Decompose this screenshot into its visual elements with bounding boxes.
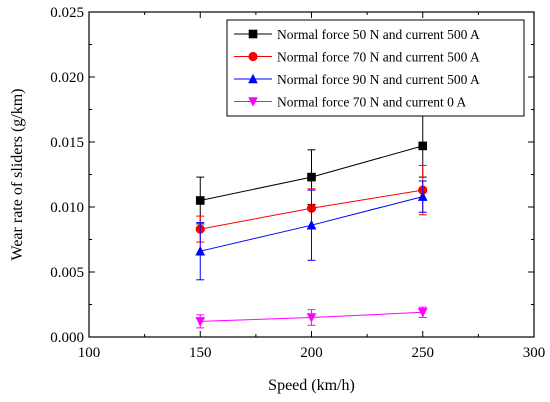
series-1 bbox=[195, 114, 428, 225]
legend-item: Normal force 70 N and current 500 A bbox=[234, 50, 480, 65]
data-point bbox=[195, 317, 206, 327]
legend-marker bbox=[248, 73, 258, 84]
legend-marker bbox=[248, 51, 258, 62]
data-point bbox=[306, 219, 317, 230]
x-tick-label: 150 bbox=[189, 345, 212, 361]
legend: Normal force 50 N and current 500 A Norma… bbox=[226, 19, 525, 117]
series-4 bbox=[195, 306, 428, 329]
legend-marker bbox=[248, 97, 258, 107]
legend-label: Normal force 70 N and current 0 A bbox=[277, 95, 467, 110]
y-tick-label: 0.015 bbox=[50, 135, 84, 151]
legend-box bbox=[226, 19, 525, 117]
y-tick-label: 0.000 bbox=[50, 330, 84, 346]
legend-label: Normal force 50 N and current 500 A bbox=[277, 27, 480, 42]
legend-label: Normal force 90 N and current 500 A bbox=[277, 72, 480, 87]
data-point bbox=[195, 245, 206, 256]
data-point bbox=[418, 141, 428, 151]
x-tick-label: 200 bbox=[300, 345, 323, 361]
x-tick-label: 300 bbox=[523, 345, 546, 361]
data-point bbox=[195, 196, 205, 205]
series-layer bbox=[195, 114, 428, 329]
legend-label: Normal force 70 N and current 500 A bbox=[277, 50, 480, 65]
legend-item: Normal force 90 N and current 500 A bbox=[234, 72, 480, 87]
y-tick-label: 0.020 bbox=[50, 70, 84, 86]
data-point bbox=[306, 313, 317, 323]
data-point bbox=[417, 191, 428, 201]
x-tick-label: 100 bbox=[78, 345, 101, 361]
x-tick-label: 250 bbox=[412, 345, 435, 361]
y-tick-label: 0.005 bbox=[50, 265, 84, 281]
y-axis-label: Wear rate of sliders (g/km) bbox=[9, 89, 26, 261]
x-axis-label: Speed (km/h) bbox=[268, 377, 355, 394]
data-point bbox=[417, 308, 428, 318]
data-point bbox=[307, 172, 316, 182]
axes: 100 150 200 250 300 0.000 0.005 0.010 0.015 0.020… bbox=[50, 5, 545, 361]
legend-item: Normal force 50 N and current 500 A bbox=[234, 27, 480, 42]
series-3 bbox=[195, 180, 428, 281]
legend-marker bbox=[248, 29, 258, 39]
y-tick-label: 0.025 bbox=[50, 5, 84, 21]
legend-item: Normal force 70 N and current 0 A bbox=[234, 95, 467, 110]
y-tick-label: 0.010 bbox=[50, 200, 84, 216]
